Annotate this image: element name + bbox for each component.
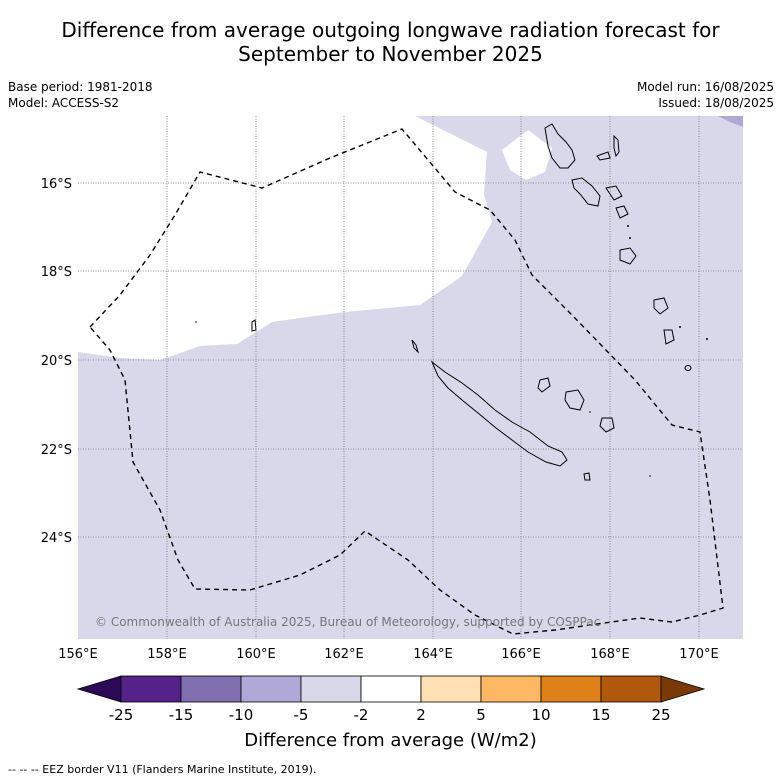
islet xyxy=(706,338,708,340)
colorbar xyxy=(76,675,706,703)
colorbar-segment xyxy=(480,675,542,703)
lon-label: 170°E xyxy=(679,647,719,662)
copyright-notice: © Commonwealth of Australia 2025, Bureau… xyxy=(95,615,600,629)
colorbar-tick-label: 5 xyxy=(476,706,486,724)
colorbar-tick-label: 2 xyxy=(416,706,426,724)
islet xyxy=(627,225,629,227)
colorbar-tick-label: 15 xyxy=(591,706,610,724)
lon-label: 156°E xyxy=(58,647,98,662)
colorbar-segment xyxy=(120,675,182,703)
island-ambrym xyxy=(605,185,623,201)
island-epi xyxy=(615,205,629,219)
colorbar-segment xyxy=(300,675,362,703)
islet xyxy=(195,321,197,323)
islet xyxy=(679,326,681,328)
lon-label: 168°E xyxy=(590,647,630,662)
colorbar-tick-label: -10 xyxy=(229,706,254,724)
lat-label: 20°S xyxy=(41,354,72,369)
colorbar-ticks: -25 -15 -10 -5 -2 2 5 10 15 25 xyxy=(109,706,671,724)
title-line-2: September to November 2025 xyxy=(238,42,543,66)
eez-border xyxy=(89,128,724,635)
lon-label: 162°E xyxy=(324,647,364,662)
meta-left: Base period: 1981-2018 Model: ACCESS-S2 xyxy=(8,79,153,111)
island-ouvea xyxy=(537,377,551,393)
islet xyxy=(589,411,591,413)
anomaly-neutral-patch xyxy=(502,130,552,180)
islet xyxy=(629,237,631,239)
map-title: Difference from average outgoing longwav… xyxy=(0,18,781,66)
island-erromango xyxy=(653,297,669,315)
colorbar-tick-label: -5 xyxy=(294,706,309,724)
base-period: Base period: 1981-2018 xyxy=(8,80,153,94)
island-efate xyxy=(619,247,637,265)
colorbar-tick-label: -25 xyxy=(109,706,134,724)
colorbar-extend-low xyxy=(76,675,122,703)
colorbar-segment xyxy=(420,675,482,703)
island-malekula xyxy=(571,177,601,207)
colorbar-segment xyxy=(540,675,602,703)
colorbar-title: Difference from average (W/m2) xyxy=(244,730,537,751)
colorbar-tick-label: -15 xyxy=(169,706,194,724)
model-run: Model run: 16/08/2025 xyxy=(636,80,774,94)
lon-label: 160°E xyxy=(236,647,276,662)
island-belep xyxy=(411,339,420,354)
colorbar-tick-label: 10 xyxy=(531,706,550,724)
island-pentecost xyxy=(613,134,620,158)
eez-border-legend: -- -- -- EEZ border V11 (Flanders Marine… xyxy=(8,763,317,776)
island-maewo xyxy=(596,151,611,161)
island-tanna xyxy=(663,329,675,345)
model-name: Model: ACCESS-S2 xyxy=(8,96,120,110)
islet-chesterfield xyxy=(251,319,257,332)
island-lifou xyxy=(564,389,585,411)
lat-label: 16°S xyxy=(41,177,72,192)
anomaly-fill-medium xyxy=(718,116,743,127)
meta-right: Model run: 16/08/2025 Issued: 18/08/2025 xyxy=(637,79,774,111)
title-line-1: Difference from average outgoing longwav… xyxy=(61,18,720,42)
colorbar-tick-label: 25 xyxy=(651,706,670,724)
colorbar-segment xyxy=(600,675,662,703)
lon-label: 164°E xyxy=(413,647,453,662)
colorbar-segment xyxy=(240,675,302,703)
island-aneityum xyxy=(684,365,692,371)
colorbar-extend-high xyxy=(660,675,706,703)
colorbar-tick-label: -2 xyxy=(354,706,369,724)
map-area xyxy=(78,116,743,639)
island-isle-of-pines xyxy=(583,472,591,481)
lon-label: 166°E xyxy=(501,647,541,662)
anomaly-neutral-region xyxy=(78,116,492,360)
lat-label: 22°S xyxy=(41,443,72,458)
islet xyxy=(649,475,651,477)
new-caledonia-island xyxy=(430,360,568,467)
colorbar-segment xyxy=(360,675,422,703)
lat-label: 24°S xyxy=(41,531,72,546)
island-espiritu-santo xyxy=(544,123,576,169)
lon-label: 158°E xyxy=(147,647,187,662)
issued-date: Issued: 18/08/2025 xyxy=(658,96,774,110)
lat-label: 18°S xyxy=(41,265,72,280)
colorbar-segment xyxy=(180,675,242,703)
island-mare xyxy=(599,417,615,433)
